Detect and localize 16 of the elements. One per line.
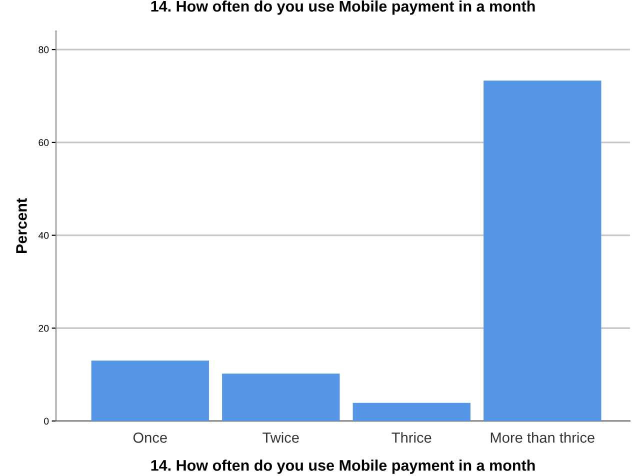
bar	[484, 80, 602, 421]
y-tick-label: 80	[38, 46, 49, 54]
x-tick-label: Twice	[262, 432, 299, 443]
bar	[222, 374, 340, 421]
x-tick-label: Thrice	[392, 432, 432, 443]
x-tick-label: More than thrice	[490, 432, 594, 443]
y-axis-title: Percent	[16, 198, 27, 253]
y-tick-label: 20	[38, 324, 49, 332]
x-axis-title: 14. How often do you use Mobile payment in a month	[151, 460, 535, 474]
y-tick-label: 40	[38, 232, 49, 239]
x-tick-label: Once	[133, 432, 167, 443]
bar	[352, 402, 470, 421]
y-tick-label: 0	[44, 418, 49, 425]
chart-title: 14. How often do you use Mobile payment in a month	[151, 0, 535, 15]
y-tick-label: 60	[38, 139, 49, 146]
bar	[91, 360, 209, 421]
